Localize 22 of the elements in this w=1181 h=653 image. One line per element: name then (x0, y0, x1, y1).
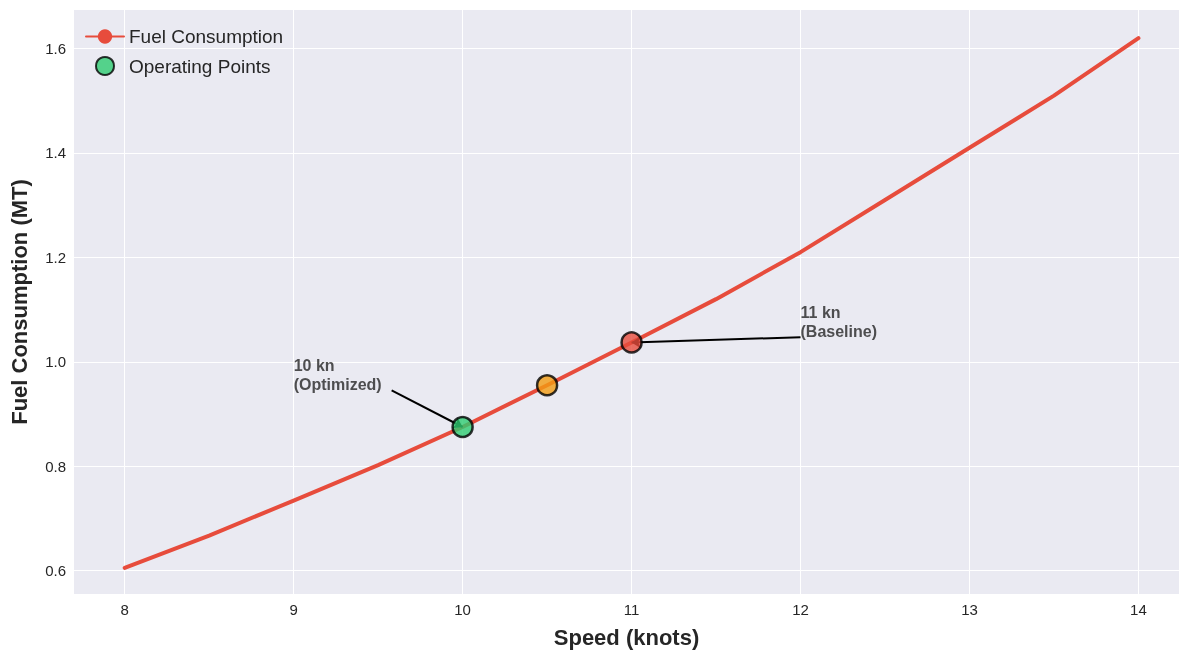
y-tick-label: 1.0 (45, 353, 66, 371)
x-tick-label: 9 (289, 601, 298, 618)
x-tick-label: 13 (961, 601, 978, 618)
legend-label: Operating Points (129, 55, 271, 77)
point (620, 331, 643, 354)
y-tick-label: 1.4 (45, 144, 66, 162)
y-tick-label: 0.6 (45, 562, 66, 580)
annotation: 11 kn (Baseline) (800, 303, 877, 340)
y-axis-title: Fuel Consumption (MT) (6, 179, 32, 425)
x-axis-title: Speed (knots) (553, 624, 700, 650)
y-tick-label: 0.8 (45, 457, 66, 475)
y-tick-label: 1.2 (45, 248, 66, 266)
x-tick-label: 12 (792, 601, 809, 618)
x-tick-label: 8 (120, 601, 129, 618)
y-tick-label: 1.6 (45, 40, 66, 58)
legend-label: Fuel Consumption (129, 26, 284, 47)
annotation: 10 kn (Optimized) (293, 356, 382, 393)
x-tick-label: 10 (454, 601, 471, 618)
x-tick-label: 11 (623, 601, 640, 618)
point (451, 415, 474, 439)
x-tick-label: 14 (1130, 601, 1147, 618)
point (535, 374, 559, 397)
